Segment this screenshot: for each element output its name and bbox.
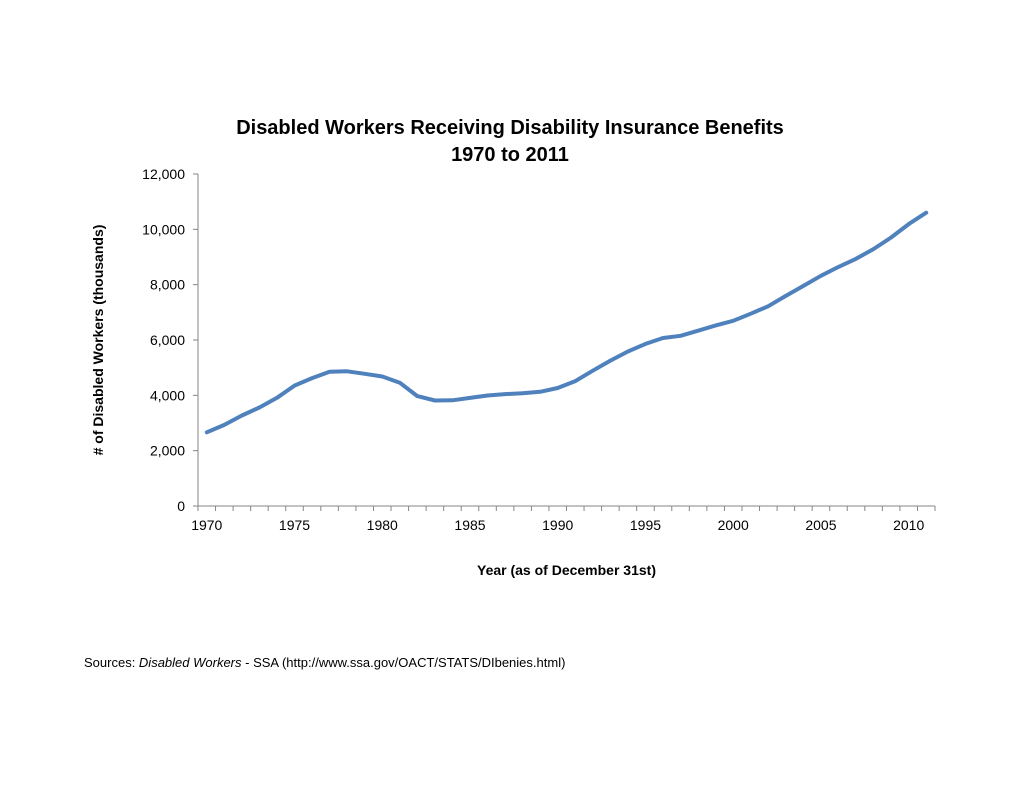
y-tick-label: 0	[177, 498, 185, 514]
y-axis-label: # of Disabled Workers (thousands)	[90, 225, 106, 456]
chart-subtitle: 1970 to 2011	[451, 144, 569, 166]
x-axis-label: Year (as of December 31st)	[477, 562, 656, 578]
y-tick-label: 10,000	[142, 221, 185, 237]
x-tick-label: 1980	[367, 517, 398, 533]
source-note: Sources: Disabled Workers - SSA (http://…	[84, 655, 565, 670]
x-tick-label: 1970	[191, 517, 222, 533]
x-tick-label: 1975	[279, 517, 310, 533]
x-tick-label: 1990	[542, 517, 573, 533]
series-line	[204, 210, 929, 435]
y-tick-label: 2,000	[150, 443, 185, 459]
y-tick-label: 12,000	[142, 166, 185, 182]
x-tick-label: 1985	[454, 517, 485, 533]
y-tick-label: 8,000	[150, 277, 185, 293]
source-prefix: Sources:	[84, 655, 139, 670]
y-tick-label: 6,000	[150, 332, 185, 348]
x-tick-label: 2010	[893, 517, 924, 533]
source-suffix: - SSA (http://www.ssa.gov/OACT/STATS/DIb…	[241, 655, 566, 670]
x-tick-label: 2005	[805, 517, 836, 533]
chart-title: Disabled Workers Receiving Disability In…	[236, 117, 784, 139]
y-tick-label: 4,000	[150, 387, 185, 403]
x-tick-label: 2000	[718, 517, 749, 533]
x-tick-label: 1995	[630, 517, 661, 533]
source-italic: Disabled Workers	[138, 655, 242, 670]
